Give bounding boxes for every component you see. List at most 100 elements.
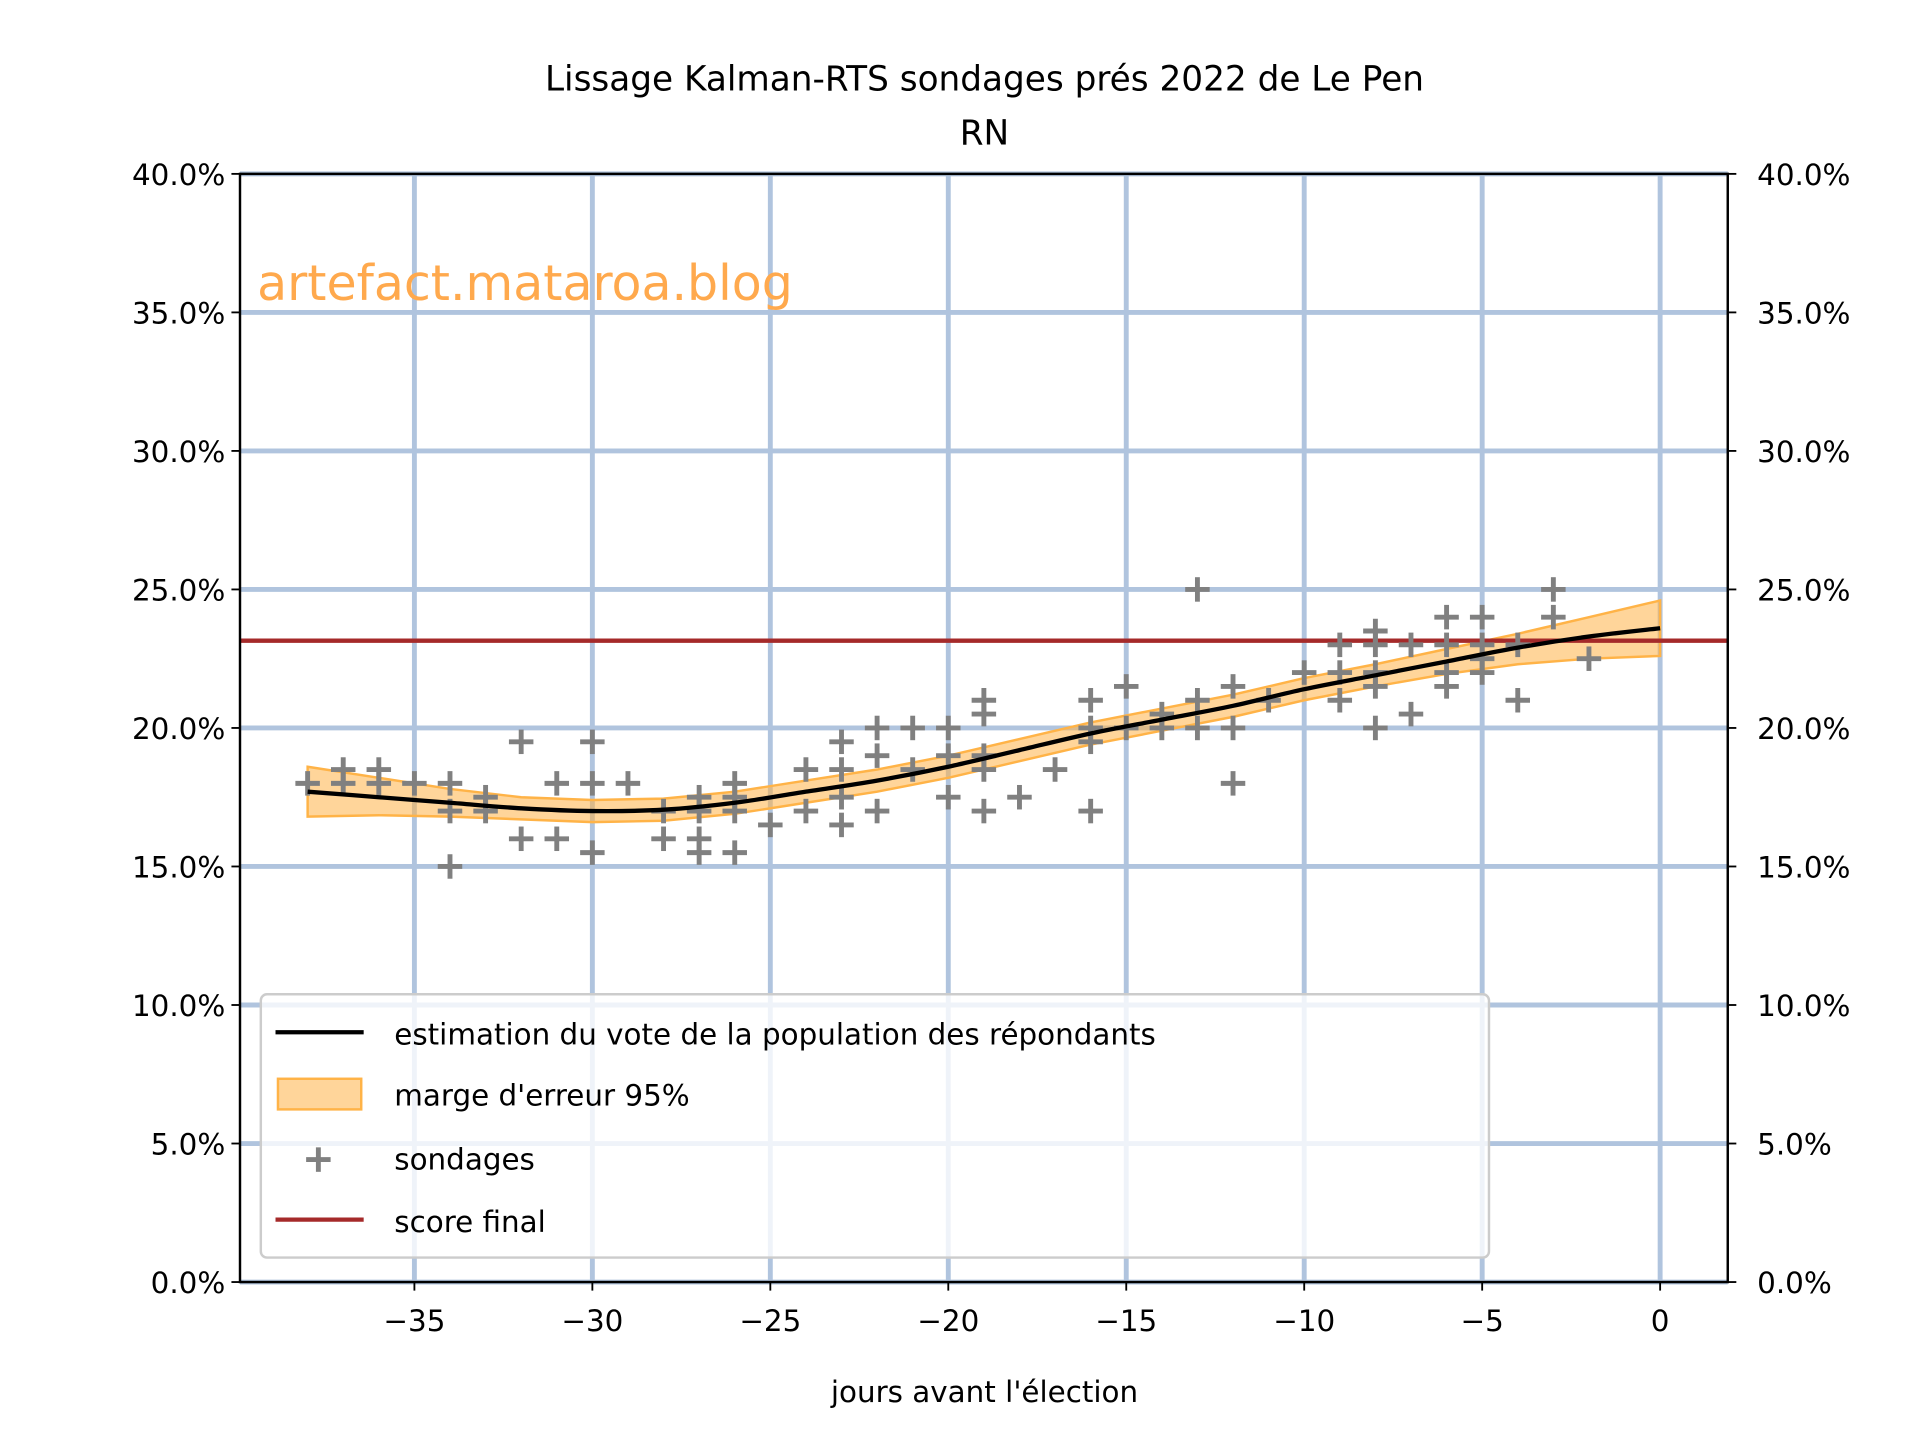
poll-point (544, 826, 570, 852)
estimate-line (307, 626, 1661, 814)
poll-point (1185, 688, 1210, 713)
poll-point (544, 771, 570, 796)
poll-point (1469, 660, 1495, 685)
poll-point (864, 743, 890, 768)
poll-point (580, 840, 605, 865)
x-tick-label: −5 (1461, 1304, 1504, 1338)
poll-point (437, 771, 463, 796)
y-tick-label-right: 10.0% (1757, 989, 1850, 1023)
poll-point (900, 757, 925, 782)
poll-point (1042, 757, 1068, 782)
legend-band-swatch (276, 1077, 363, 1111)
poll-point (1398, 701, 1424, 727)
estimate-layer (307, 626, 1661, 814)
poll-point (1541, 577, 1566, 602)
legend-estimate-label: estimation du vote de la population des … (394, 1017, 1156, 1051)
y-tick-label-left: 30.0% (132, 435, 225, 469)
legend-polls-swatch (306, 1147, 331, 1172)
chart-title: Lissage Kalman-RTS sondages prés 2022 de… (545, 60, 1424, 100)
y-tick-label-left: 25.0% (132, 573, 225, 607)
poll-point (1363, 715, 1388, 741)
poll-point (793, 757, 819, 782)
y-tick-label-left: 10.0% (132, 989, 225, 1023)
poll-point (1576, 646, 1602, 671)
poll-point (1469, 604, 1495, 630)
axis-ticks: 0.0% 0.0% 5.0% 5.0% 10.0% 10.0% 15.0% 15.0% 20.0… (132, 158, 1850, 1338)
y-tick-label-right: 25.0% (1757, 573, 1850, 607)
x-tick-label: −20 (917, 1304, 979, 1338)
poll-point (722, 840, 747, 865)
poll-point (829, 784, 854, 810)
poll-point (473, 798, 498, 824)
poll-point (1541, 604, 1566, 630)
poll-point (437, 854, 463, 879)
y-tick-label-left: 5.0% (151, 1128, 226, 1162)
poll-point (971, 798, 997, 824)
poll-point (366, 771, 392, 796)
poll-point (829, 729, 854, 755)
poll-point (1007, 784, 1032, 810)
y-tick-label-left: 40.0% (132, 158, 225, 192)
poll-point (936, 743, 961, 768)
poll-point (580, 729, 605, 755)
poll-point (1220, 771, 1246, 796)
error-band-area (306, 598, 1662, 824)
legend-polls-label: sondages (394, 1142, 535, 1176)
poll-point (1398, 632, 1424, 658)
poll-point (295, 771, 320, 796)
poll-point (508, 826, 534, 852)
y-tick-label-left: 35.0% (132, 296, 225, 330)
poll-point (686, 840, 712, 865)
poll-point (1363, 674, 1388, 699)
poll-point (1327, 688, 1353, 713)
x-tick-label: −25 (739, 1304, 801, 1338)
poll-point (651, 826, 676, 852)
y-tick-label-left: 20.0% (132, 712, 225, 746)
poll-point (936, 784, 961, 810)
legend-band-label: marge d'erreur 95% (394, 1079, 689, 1113)
poll-point (864, 798, 890, 824)
chart-subtitle: RN (960, 113, 1009, 153)
y-tick-label-left: 15.0% (132, 851, 225, 885)
poll-point (615, 771, 641, 796)
poll-point (1078, 688, 1103, 713)
x-tick-label: −10 (1273, 1304, 1335, 1338)
poll-point (1220, 674, 1246, 699)
poll-point (829, 757, 854, 782)
poll-point (1327, 632, 1353, 658)
poll-point (1114, 674, 1139, 699)
x-tick-label: 0 (1651, 1304, 1670, 1338)
legend-final-label: score final (394, 1205, 546, 1239)
poll-point (1505, 688, 1531, 713)
poll-point (936, 715, 961, 741)
poll-point (1291, 660, 1317, 685)
y-tick-label-right: 40.0% (1757, 158, 1850, 192)
poll-point (330, 771, 356, 796)
error-band (306, 598, 1662, 824)
y-tick-label-right: 5.0% (1757, 1128, 1832, 1162)
poll-point (1434, 632, 1459, 658)
poll-point (1220, 715, 1246, 741)
poll-point (1185, 715, 1210, 741)
poll-point (793, 798, 819, 824)
poll-point (1434, 674, 1459, 699)
poll-point (508, 729, 534, 755)
y-tick-label-right: 30.0% (1757, 435, 1850, 469)
watermark: artefact.mataroa.blog (257, 255, 793, 312)
poll-point (829, 812, 854, 838)
poll-point (971, 757, 997, 782)
poll-point (1434, 604, 1459, 630)
x-tick-label: −35 (383, 1304, 445, 1338)
poll-point (1078, 798, 1103, 824)
y-tick-label-right: 20.0% (1757, 712, 1850, 746)
poll-point (1363, 632, 1388, 658)
poll-point (686, 798, 712, 824)
x-tick-label: −30 (561, 1304, 623, 1338)
y-tick-label-left: 0.0% (151, 1266, 226, 1300)
y-tick-label-right: 15.0% (1757, 851, 1850, 885)
y-tick-label-right: 0.0% (1757, 1266, 1832, 1300)
poll-point (864, 715, 890, 741)
poll-point (758, 812, 783, 838)
